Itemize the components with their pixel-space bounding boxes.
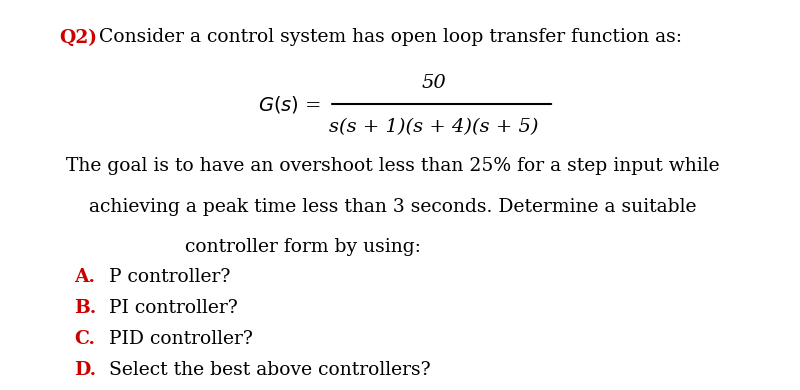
Text: D.: D. (74, 361, 97, 379)
Text: s(s + 1)(s + 4)(s + 5): s(s + 1)(s + 4)(s + 5) (330, 118, 539, 136)
Text: C.: C. (74, 330, 95, 348)
Text: Q2): Q2) (59, 28, 98, 46)
Text: PID controller?: PID controller? (103, 330, 253, 348)
Text: Select the best above controllers?: Select the best above controllers? (103, 361, 430, 379)
Text: B.: B. (74, 299, 97, 317)
Text: P controller?: P controller? (103, 268, 230, 286)
Text: PI controller?: PI controller? (103, 299, 238, 317)
Text: $\mathbf{\it{G(s)}}$ =: $\mathbf{\it{G(s)}}$ = (258, 94, 321, 115)
Text: The goal is to have an overshoot less than 25% for a step input while: The goal is to have an overshoot less th… (66, 157, 720, 175)
Text: achieving a peak time less than 3 seconds. Determine a suitable: achieving a peak time less than 3 second… (89, 198, 697, 216)
Text: controller form by using:: controller form by using: (185, 238, 421, 256)
Text: A.: A. (74, 268, 95, 286)
Text: 50: 50 (422, 74, 446, 92)
Text: Consider a control system has open loop transfer function as:: Consider a control system has open loop … (93, 28, 682, 46)
